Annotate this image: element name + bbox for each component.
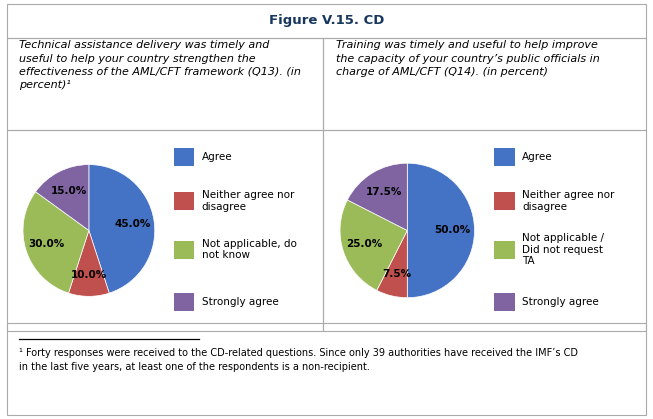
Wedge shape <box>35 165 89 230</box>
Wedge shape <box>377 230 407 297</box>
Text: Figure V.15. CD: Figure V.15. CD <box>269 14 384 28</box>
FancyBboxPatch shape <box>494 192 515 210</box>
Text: Not applicable, do
not know: Not applicable, do not know <box>202 239 296 260</box>
Text: 10.0%: 10.0% <box>71 269 107 279</box>
Wedge shape <box>347 163 407 230</box>
Wedge shape <box>23 192 89 293</box>
FancyBboxPatch shape <box>174 148 194 166</box>
Text: 15.0%: 15.0% <box>51 186 87 196</box>
FancyBboxPatch shape <box>494 148 515 166</box>
FancyBboxPatch shape <box>494 293 515 311</box>
Text: Agree: Agree <box>522 152 553 162</box>
Text: Technical assistance delivery was timely and
useful to help your country strengt: Technical assistance delivery was timely… <box>19 41 301 90</box>
Text: Training was timely and useful to help improve
the capacity of your country’s pu: Training was timely and useful to help i… <box>336 41 600 77</box>
Wedge shape <box>89 165 155 293</box>
Text: 17.5%: 17.5% <box>366 187 402 197</box>
Text: 25.0%: 25.0% <box>346 239 383 249</box>
Text: Strongly agree: Strongly agree <box>522 297 599 307</box>
Wedge shape <box>407 163 475 297</box>
FancyBboxPatch shape <box>174 192 194 210</box>
Text: Neither agree nor
disagree: Neither agree nor disagree <box>202 191 294 212</box>
FancyBboxPatch shape <box>174 293 194 311</box>
Text: 45.0%: 45.0% <box>114 219 151 228</box>
Wedge shape <box>69 230 109 296</box>
Text: Not applicable /
Did not request
TA: Not applicable / Did not request TA <box>522 233 604 266</box>
Text: Agree: Agree <box>202 152 232 162</box>
Text: 7.5%: 7.5% <box>382 269 411 279</box>
FancyBboxPatch shape <box>494 241 515 259</box>
Text: Neither agree nor
disagree: Neither agree nor disagree <box>522 191 614 212</box>
Text: ¹ Forty responses were received to the CD-related questions. Since only 39 autho: ¹ Forty responses were received to the C… <box>20 349 579 372</box>
Text: 50.0%: 50.0% <box>434 225 470 235</box>
Wedge shape <box>340 200 407 290</box>
FancyBboxPatch shape <box>174 241 194 259</box>
Text: Strongly agree: Strongly agree <box>202 297 278 307</box>
Text: 30.0%: 30.0% <box>29 239 65 249</box>
